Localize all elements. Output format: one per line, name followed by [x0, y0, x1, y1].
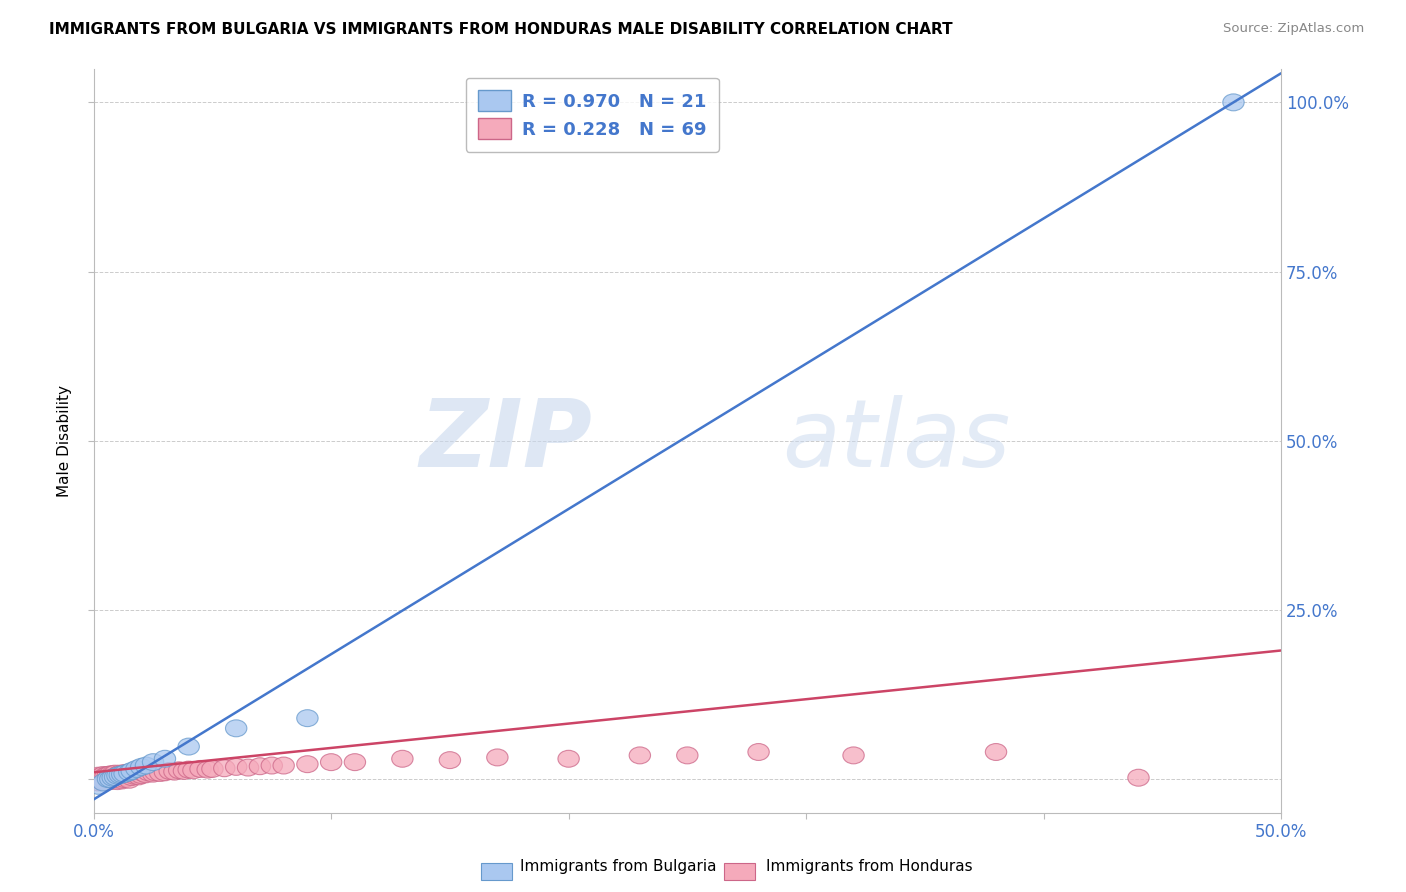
Ellipse shape	[117, 769, 138, 786]
Ellipse shape	[90, 768, 111, 785]
Text: IMMIGRANTS FROM BULGARIA VS IMMIGRANTS FROM HONDURAS MALE DISABILITY CORRELATION: IMMIGRANTS FROM BULGARIA VS IMMIGRANTS F…	[49, 22, 953, 37]
Ellipse shape	[201, 761, 224, 777]
Legend: R = 0.970   N = 21, R = 0.228   N = 69: R = 0.970 N = 21, R = 0.228 N = 69	[465, 78, 718, 152]
Ellipse shape	[97, 772, 118, 789]
Ellipse shape	[131, 758, 152, 775]
Ellipse shape	[297, 710, 318, 727]
Ellipse shape	[486, 749, 508, 766]
Ellipse shape	[118, 765, 141, 782]
Ellipse shape	[134, 764, 155, 781]
Ellipse shape	[111, 766, 134, 783]
Ellipse shape	[103, 766, 124, 783]
Ellipse shape	[142, 765, 163, 782]
Ellipse shape	[97, 771, 118, 788]
Ellipse shape	[297, 756, 318, 772]
Ellipse shape	[94, 773, 117, 790]
Ellipse shape	[149, 764, 172, 781]
Ellipse shape	[100, 772, 121, 789]
Ellipse shape	[125, 761, 148, 777]
Ellipse shape	[90, 772, 111, 789]
Text: ZIP: ZIP	[419, 395, 592, 487]
Ellipse shape	[94, 767, 117, 784]
Ellipse shape	[238, 759, 259, 776]
Ellipse shape	[93, 774, 114, 791]
Ellipse shape	[179, 738, 200, 755]
Ellipse shape	[197, 761, 218, 778]
Ellipse shape	[163, 764, 186, 780]
Ellipse shape	[179, 761, 200, 778]
Ellipse shape	[183, 762, 204, 779]
Ellipse shape	[138, 764, 159, 780]
Ellipse shape	[842, 747, 865, 764]
Ellipse shape	[110, 765, 131, 782]
Ellipse shape	[344, 754, 366, 771]
Ellipse shape	[1223, 94, 1244, 111]
Ellipse shape	[392, 750, 413, 767]
Y-axis label: Male Disability: Male Disability	[58, 384, 72, 497]
Ellipse shape	[121, 769, 142, 786]
Ellipse shape	[558, 750, 579, 767]
Ellipse shape	[155, 764, 176, 780]
Ellipse shape	[97, 766, 118, 783]
Ellipse shape	[1128, 769, 1149, 786]
Ellipse shape	[114, 765, 135, 782]
Ellipse shape	[87, 777, 110, 794]
Ellipse shape	[104, 769, 125, 786]
Ellipse shape	[110, 771, 131, 788]
Ellipse shape	[114, 771, 135, 788]
Ellipse shape	[748, 744, 769, 761]
Ellipse shape	[107, 766, 128, 783]
Ellipse shape	[131, 766, 152, 783]
Ellipse shape	[159, 763, 180, 780]
Ellipse shape	[114, 764, 135, 781]
Ellipse shape	[103, 772, 124, 789]
Ellipse shape	[118, 772, 141, 789]
Ellipse shape	[128, 768, 149, 785]
Ellipse shape	[117, 765, 138, 782]
Ellipse shape	[111, 766, 134, 783]
Ellipse shape	[87, 774, 110, 791]
Ellipse shape	[104, 765, 125, 782]
Ellipse shape	[986, 744, 1007, 761]
Text: Immigrants from Bulgaria: Immigrants from Bulgaria	[520, 859, 717, 874]
Text: Source: ZipAtlas.com: Source: ZipAtlas.com	[1223, 22, 1364, 36]
Ellipse shape	[107, 772, 128, 789]
Ellipse shape	[100, 771, 121, 788]
Ellipse shape	[103, 769, 124, 786]
Ellipse shape	[190, 761, 211, 777]
Ellipse shape	[439, 752, 461, 769]
Ellipse shape	[110, 766, 131, 783]
Ellipse shape	[169, 762, 190, 779]
Ellipse shape	[111, 772, 134, 789]
Ellipse shape	[262, 757, 283, 774]
Ellipse shape	[225, 758, 247, 775]
Ellipse shape	[107, 767, 128, 784]
Ellipse shape	[155, 750, 176, 767]
Ellipse shape	[628, 747, 651, 764]
Ellipse shape	[93, 766, 114, 783]
Ellipse shape	[104, 772, 125, 789]
Ellipse shape	[124, 767, 145, 784]
Ellipse shape	[321, 754, 342, 771]
Text: atlas: atlas	[782, 395, 1011, 486]
Ellipse shape	[93, 772, 114, 789]
Text: Immigrants from Honduras: Immigrants from Honduras	[766, 859, 973, 874]
Ellipse shape	[225, 720, 247, 737]
Ellipse shape	[86, 771, 107, 788]
Ellipse shape	[125, 766, 148, 783]
Ellipse shape	[135, 757, 156, 774]
Ellipse shape	[121, 763, 142, 780]
Ellipse shape	[273, 757, 294, 774]
Ellipse shape	[145, 764, 166, 780]
Ellipse shape	[173, 763, 194, 780]
Ellipse shape	[87, 767, 110, 784]
Ellipse shape	[214, 760, 235, 777]
Ellipse shape	[118, 764, 141, 780]
Ellipse shape	[249, 757, 270, 774]
Ellipse shape	[676, 747, 697, 764]
Ellipse shape	[142, 754, 163, 771]
Ellipse shape	[100, 766, 121, 783]
Ellipse shape	[135, 766, 156, 783]
